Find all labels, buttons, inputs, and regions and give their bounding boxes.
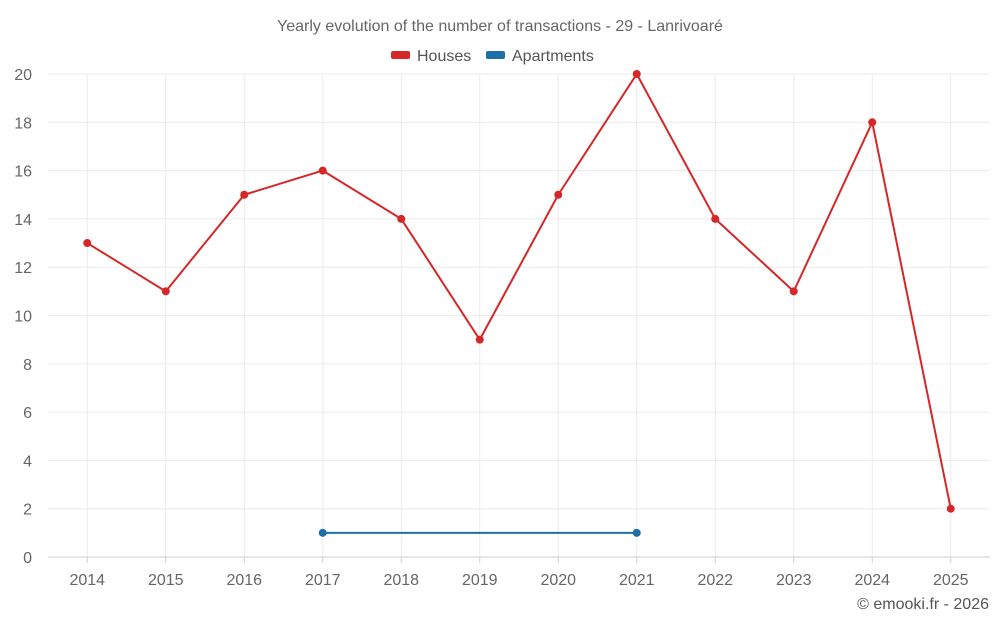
y-tick-label: 14 xyxy=(14,212,32,229)
y-tick-label: 12 xyxy=(14,260,32,277)
data-point-houses[interactable] xyxy=(711,214,720,223)
y-tick-label: 8 xyxy=(23,357,32,374)
y-tick-label: 10 xyxy=(14,309,32,326)
chart-title: Yearly evolution of the number of transa… xyxy=(277,18,723,35)
data-point-houses[interactable] xyxy=(475,335,484,344)
data-point-houses[interactable] xyxy=(161,287,170,296)
data-point-houses[interactable] xyxy=(318,166,327,175)
y-tick-label: 16 xyxy=(14,164,32,181)
x-tick-label: 2025 xyxy=(933,572,969,589)
legend: Houses Apartments xyxy=(391,48,594,65)
data-point-apartments[interactable] xyxy=(632,528,641,537)
x-tick-label: 2014 xyxy=(69,572,105,589)
series-line-houses xyxy=(86,73,952,509)
x-tick-label: 2022 xyxy=(697,572,733,589)
y-tick-label: 6 xyxy=(23,405,32,422)
x-tick-label: 2015 xyxy=(148,572,184,589)
x-tick-label: 2016 xyxy=(226,572,262,589)
legend-item-apartments[interactable]: Apartments xyxy=(486,48,594,65)
data-point-houses[interactable] xyxy=(554,190,563,199)
credit: © emooki.fr - 2026 xyxy=(857,596,989,613)
x-tick-label: 2024 xyxy=(854,572,890,589)
legend-swatch-houses xyxy=(391,51,410,59)
data-point-houses[interactable] xyxy=(83,239,92,248)
legend-swatch-apartments xyxy=(486,51,505,59)
data-point-houses[interactable] xyxy=(632,70,641,78)
legend-label-houses: Houses xyxy=(417,48,471,65)
data-point-houses[interactable] xyxy=(397,214,406,223)
data-point-houses[interactable] xyxy=(240,190,249,199)
x-tick-label: 2017 xyxy=(305,572,341,589)
axes: 0 2 4 6 8 10 12 14 16 18 20 2014 2015 2016 2017 2018 201… xyxy=(14,67,990,589)
y-tick-label: 4 xyxy=(23,453,32,470)
x-tick-label: 2023 xyxy=(776,572,812,589)
legend-item-houses[interactable]: Houses xyxy=(391,48,471,65)
data-point-houses[interactable] xyxy=(789,287,798,296)
series xyxy=(83,70,955,537)
grid xyxy=(48,73,990,557)
y-tick-label: 2 xyxy=(23,502,32,519)
x-tick-label: 2019 xyxy=(462,572,498,589)
x-tick-label: 2021 xyxy=(619,572,655,589)
x-tick-label: 2020 xyxy=(540,572,576,589)
data-point-apartments[interactable] xyxy=(318,528,327,537)
x-tick-label: 2018 xyxy=(383,572,419,589)
data-point-houses[interactable] xyxy=(946,504,955,513)
data-point-houses[interactable] xyxy=(868,118,877,127)
y-tick-label: 20 xyxy=(14,67,32,84)
y-tick-label: 18 xyxy=(14,115,32,132)
legend-label-apartments: Apartments xyxy=(512,48,594,65)
y-tick-label: 0 xyxy=(23,550,32,567)
